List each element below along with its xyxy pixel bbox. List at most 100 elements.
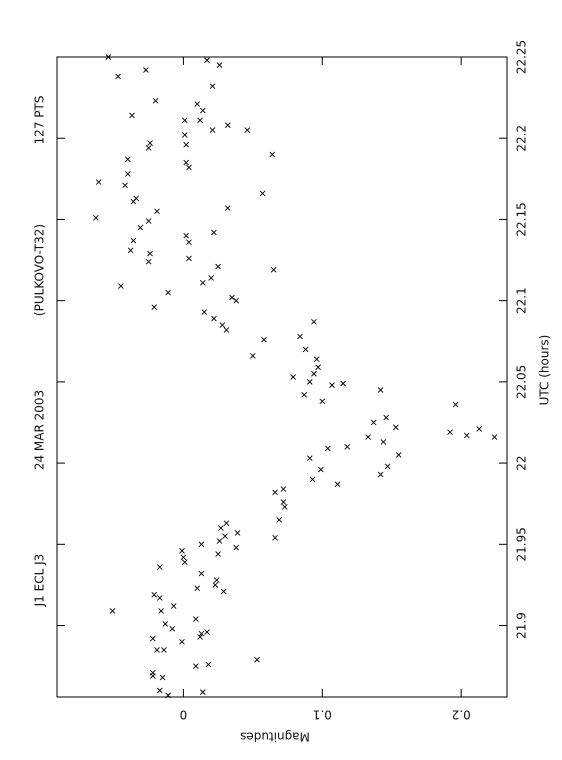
data-point — [109, 608, 116, 614]
data-point — [393, 424, 399, 431]
data-point — [152, 98, 159, 104]
data-point — [272, 489, 278, 496]
data-point — [383, 414, 389, 421]
data-point — [156, 595, 163, 601]
data-point — [233, 544, 239, 551]
data-point — [476, 426, 483, 432]
data-point — [329, 382, 335, 388]
data-point — [250, 353, 256, 359]
data-point — [222, 533, 228, 540]
data-point — [204, 57, 210, 64]
data-point — [254, 656, 260, 663]
data-point — [223, 327, 230, 333]
data-point — [306, 379, 313, 385]
data-point — [145, 258, 152, 265]
title-part: J1 ECL J3 — [33, 554, 47, 608]
data-point — [209, 127, 216, 133]
data-point — [127, 247, 134, 254]
data-point — [211, 315, 217, 322]
data-point — [154, 208, 160, 215]
data-point — [200, 279, 206, 286]
data-point — [225, 205, 231, 211]
data-point — [340, 380, 346, 387]
data-point — [170, 603, 177, 609]
data-point — [194, 585, 201, 591]
data-point — [313, 356, 320, 362]
data-point — [318, 466, 324, 473]
data-point — [234, 530, 241, 536]
data-point — [377, 387, 384, 393]
data-point — [198, 541, 205, 548]
data-point — [180, 554, 187, 561]
x-tick-label: 22 — [515, 455, 529, 470]
data-point — [130, 198, 137, 205]
data-point — [301, 392, 308, 398]
x-tick-label: 21.9 — [515, 612, 529, 639]
data-point — [181, 132, 188, 138]
data-point — [193, 616, 199, 622]
data-point — [281, 504, 288, 510]
data-point — [269, 151, 276, 158]
data-point — [302, 346, 309, 353]
data-point — [161, 647, 167, 653]
data-point — [169, 625, 176, 632]
data-point — [306, 455, 313, 462]
data-point — [213, 577, 220, 583]
y-tick-label: 0 — [180, 708, 188, 722]
data-point — [159, 674, 166, 681]
data-point — [156, 564, 163, 570]
data-point — [93, 214, 99, 221]
data-point — [125, 156, 131, 163]
data-point — [309, 476, 316, 483]
data-point — [215, 551, 221, 557]
data-point — [319, 398, 326, 405]
data-point — [311, 370, 317, 377]
data-point — [491, 434, 498, 440]
data-point — [179, 638, 185, 645]
data-point — [447, 429, 453, 436]
data-point — [452, 401, 459, 408]
data-point — [311, 318, 317, 325]
x-tick-label: 21.95 — [515, 527, 529, 561]
title-part: 127 PTS — [33, 96, 47, 145]
x-tick-label: 22.15 — [515, 202, 529, 236]
data-point — [223, 520, 230, 527]
data-point — [165, 289, 171, 296]
data-point — [200, 107, 206, 114]
data-point — [105, 54, 112, 60]
data-point — [122, 182, 128, 189]
data-point — [129, 112, 135, 119]
data-point — [183, 232, 189, 239]
data-point — [297, 333, 303, 340]
data-point — [183, 141, 189, 148]
plot-frame — [56, 56, 508, 698]
x-tick-label: 22.2 — [515, 125, 529, 152]
data-point — [118, 283, 124, 289]
data-point — [377, 471, 384, 478]
data-point — [315, 364, 321, 371]
data-point — [276, 517, 283, 523]
data-point — [280, 486, 287, 492]
y-tick-label: 0.1 — [313, 708, 332, 722]
data-point — [280, 499, 287, 505]
data-point — [215, 263, 221, 270]
x-tick-label: 22.1 — [515, 287, 529, 314]
data-point — [198, 570, 205, 577]
data-point — [463, 432, 470, 439]
y-axis-title: Magnitudes — [240, 730, 310, 744]
data-point — [151, 591, 158, 598]
data-point — [225, 122, 231, 129]
data-point — [183, 159, 189, 166]
data-point — [208, 275, 214, 281]
data-point — [115, 73, 121, 80]
data-point — [261, 336, 267, 343]
data-point — [150, 635, 156, 642]
data-point — [209, 83, 216, 90]
data-point — [145, 218, 152, 224]
data-point — [194, 101, 201, 107]
data-point — [147, 250, 153, 257]
data-point — [212, 582, 219, 588]
data-point — [272, 534, 278, 541]
data-point — [151, 304, 158, 310]
